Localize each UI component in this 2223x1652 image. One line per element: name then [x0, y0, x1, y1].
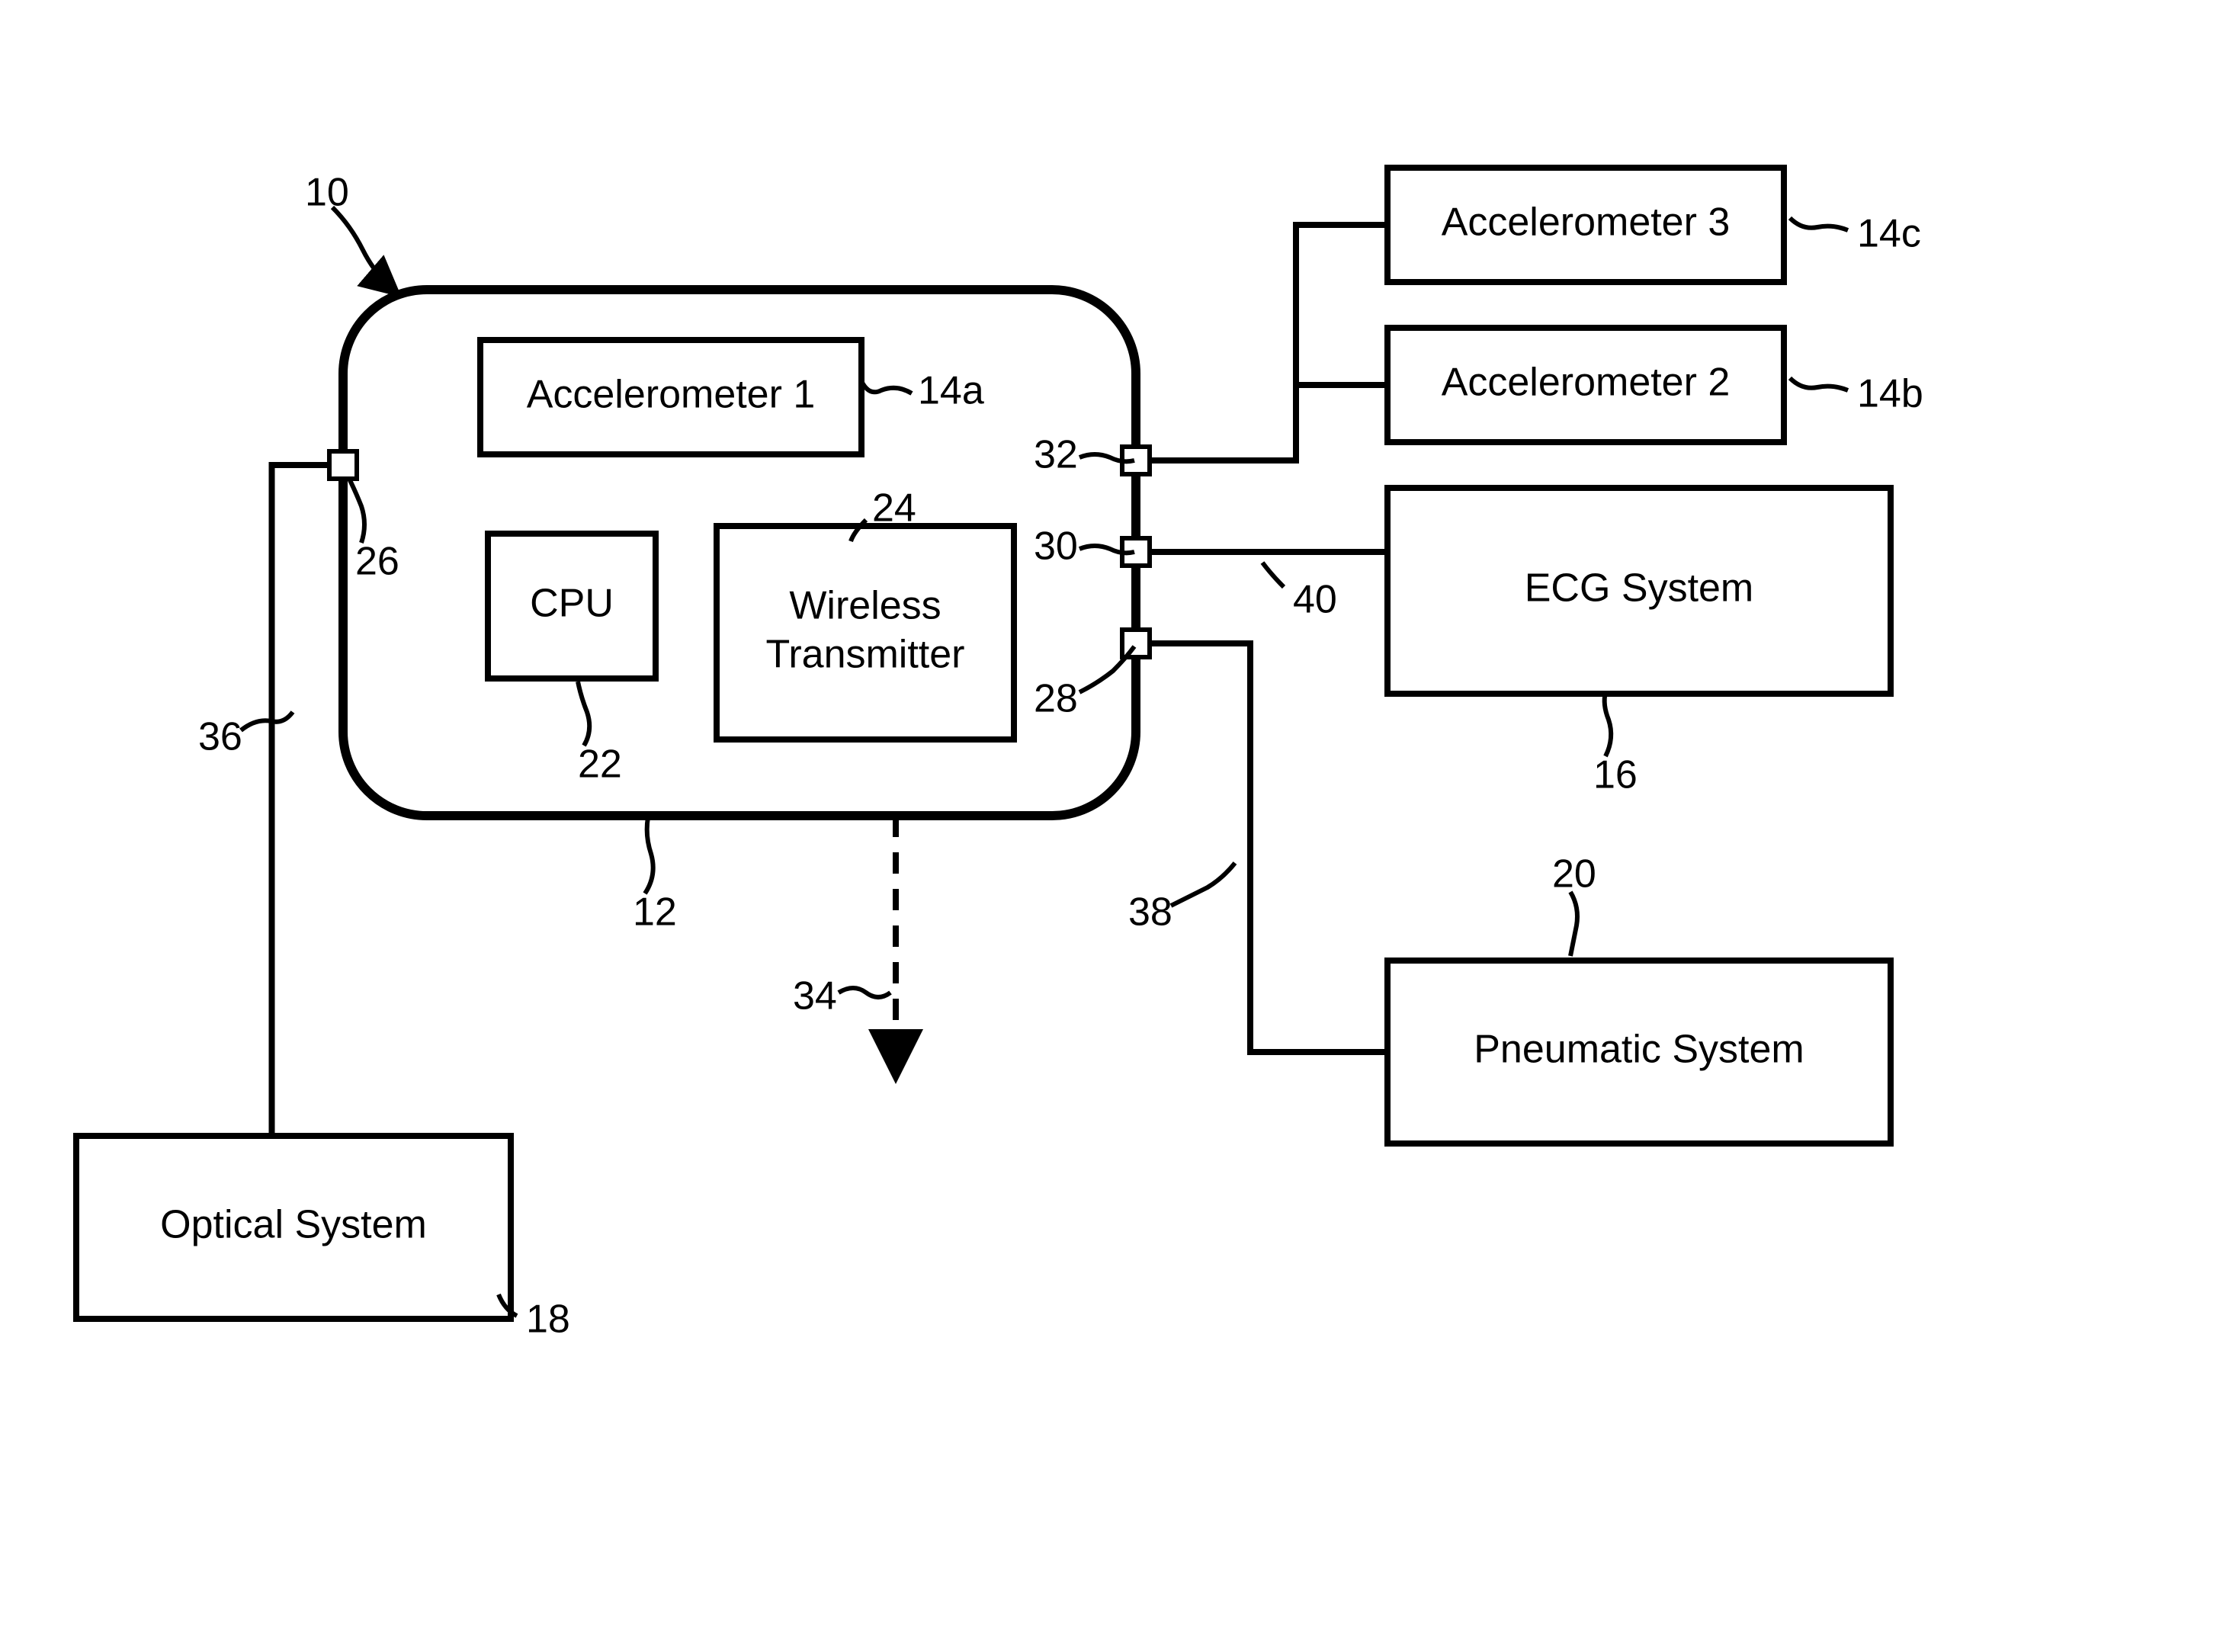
connector — [1150, 225, 1387, 460]
leader-line — [645, 817, 653, 893]
label: Wireless — [789, 584, 941, 628]
label: 32 — [1034, 433, 1078, 477]
block-diagram: Accelerometer 1 CPU Wireless Transmitter Acc… — [0, 0, 2223, 1651]
label: 24 — [872, 486, 916, 531]
leader-line — [1171, 863, 1235, 906]
label: 18 — [526, 1298, 570, 1342]
leader-line — [241, 712, 293, 730]
leader-line — [1790, 218, 1848, 230]
leader-line — [1605, 692, 1612, 756]
label: 14c — [1857, 212, 1921, 256]
label: 36 — [198, 715, 242, 759]
label: Transmitter — [766, 633, 965, 677]
label: 26 — [355, 540, 399, 584]
label: 38 — [1128, 890, 1172, 935]
label: 16 — [1593, 753, 1638, 797]
leader-line — [332, 207, 396, 293]
label: 40 — [1293, 578, 1337, 622]
label: 10 — [305, 171, 349, 215]
leader-line — [1262, 563, 1284, 587]
label: 34 — [793, 974, 837, 1018]
leader-line — [839, 988, 890, 997]
label: Accelerometer 1 — [527, 373, 816, 417]
leader-line — [1790, 378, 1848, 390]
label: 22 — [578, 743, 622, 787]
label: CPU — [530, 582, 614, 626]
label: 14b — [1857, 372, 1923, 416]
port-26 — [329, 451, 357, 479]
leader-line — [1570, 892, 1577, 956]
label: Accelerometer 3 — [1442, 200, 1731, 245]
label: 12 — [633, 890, 677, 935]
label: ECG System — [1525, 566, 1754, 611]
label: 14a — [918, 369, 984, 413]
label: Pneumatic System — [1474, 1028, 1804, 1072]
label: 20 — [1552, 852, 1596, 897]
label: 28 — [1034, 677, 1078, 721]
label: 30 — [1034, 524, 1078, 569]
connector — [272, 465, 330, 1136]
connector — [1150, 643, 1387, 1052]
label: Optical System — [160, 1203, 427, 1247]
label: Accelerometer 2 — [1442, 361, 1731, 405]
